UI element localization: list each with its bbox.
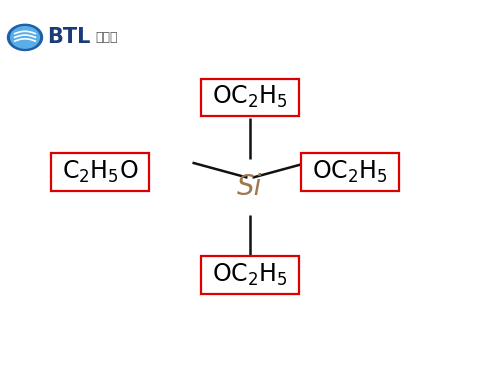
FancyBboxPatch shape (201, 79, 298, 116)
Text: OC$_2$H$_5$: OC$_2$H$_5$ (212, 84, 288, 110)
FancyBboxPatch shape (301, 153, 398, 191)
Text: Si: Si (238, 173, 262, 201)
Text: C$_2$H$_5$O: C$_2$H$_5$O (62, 159, 138, 185)
Text: BTL: BTL (48, 27, 91, 47)
Text: OC$_2$H$_5$: OC$_2$H$_5$ (312, 159, 388, 185)
FancyBboxPatch shape (52, 153, 149, 191)
FancyBboxPatch shape (201, 256, 298, 294)
Text: OC$_2$H$_5$: OC$_2$H$_5$ (212, 262, 288, 288)
Text: 贝特利: 贝特利 (95, 31, 118, 44)
Circle shape (10, 27, 40, 48)
Circle shape (8, 24, 42, 50)
